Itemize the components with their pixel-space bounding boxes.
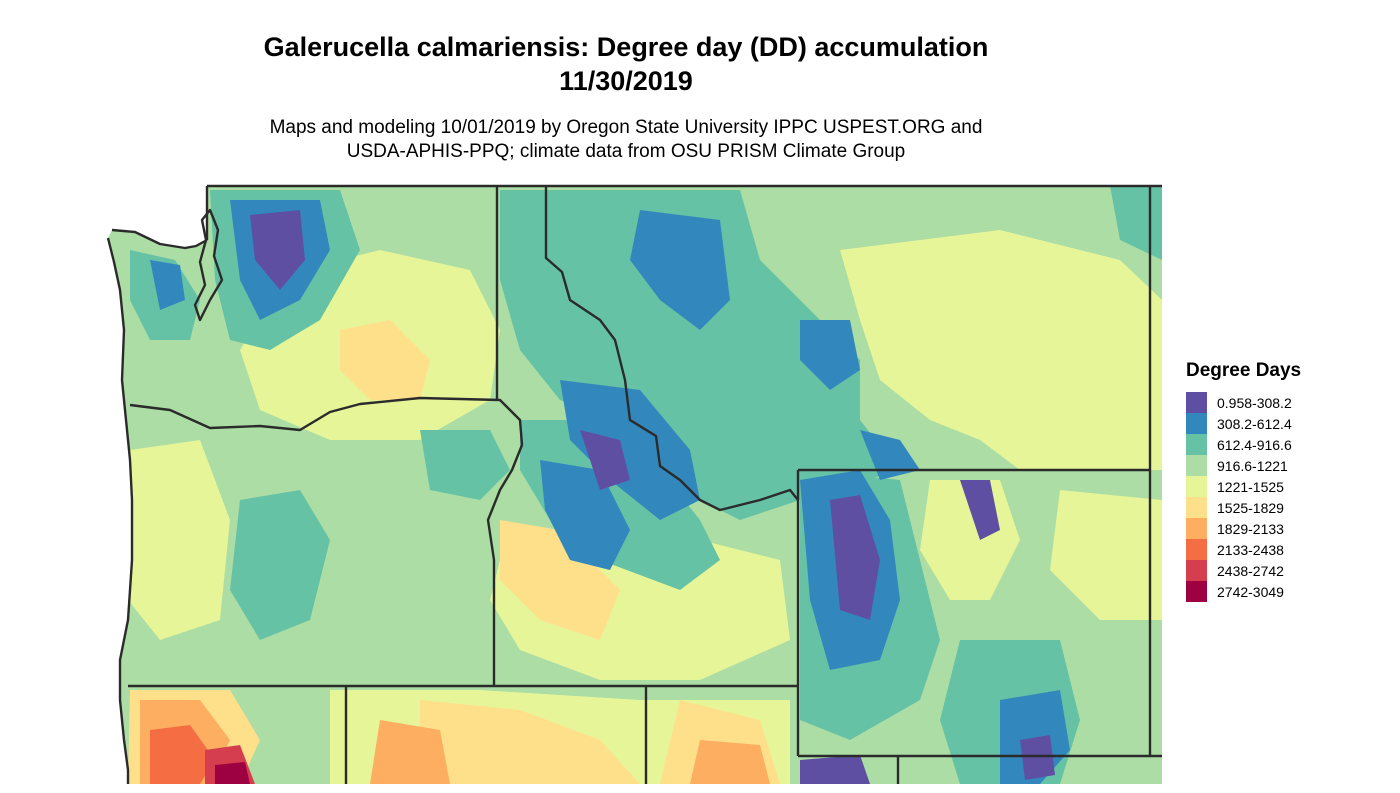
legend-item: 2742-3049 <box>1186 581 1301 602</box>
subtitle-line-2: USDA-APHIS-PPQ; climate data from OSU PR… <box>346 141 906 162</box>
legend-label: 2133-2438 <box>1217 541 1284 558</box>
legend-item: 308.2-612.4 <box>1186 413 1301 434</box>
dd-zone <box>420 700 640 784</box>
dd-zone <box>800 320 860 390</box>
id-mt-border <box>544 186 799 512</box>
legend-label: 916.6-1221 <box>1217 457 1288 474</box>
legend-item: 916.6-1221 <box>1186 455 1301 476</box>
legend-item: 2438-2742 <box>1186 560 1301 581</box>
dd-zone <box>215 762 250 784</box>
dd-zone <box>500 520 620 640</box>
legend-swatch <box>1186 560 1207 581</box>
dd-zone <box>128 440 230 640</box>
title-line-2: 11/30/2019 <box>559 66 693 96</box>
legend-label: 612.4-916.6 <box>1217 436 1292 453</box>
legend-swatch <box>1186 434 1207 455</box>
legend-label: 2742-3049 <box>1217 583 1284 600</box>
dd-zone <box>580 430 630 490</box>
legend-swatch <box>1186 392 1207 413</box>
dd-zone <box>520 420 720 590</box>
legend-item: 612.4-916.6 <box>1186 434 1301 455</box>
legend-label: 308.2-612.4 <box>1217 415 1292 432</box>
puget-sound-shoreline <box>193 208 224 322</box>
legend-label: 2438-2742 <box>1217 562 1284 579</box>
legend-swatch <box>1186 476 1207 497</box>
dd-zone <box>630 210 730 330</box>
dd-zone <box>500 190 900 520</box>
legend-item: 0.958-308.2 <box>1186 392 1301 413</box>
dd-zone <box>340 320 430 400</box>
dd-zone <box>830 495 880 620</box>
dd-zone <box>1020 735 1055 780</box>
dd-zone <box>150 260 185 310</box>
legend-label: 1829-2133 <box>1217 520 1284 537</box>
dd-zone <box>860 430 920 480</box>
wa-or-border <box>129 396 524 686</box>
legend-item: 1525-1829 <box>1186 497 1301 518</box>
legend-title: Degree Days <box>1186 360 1302 381</box>
map-title: Galerucella calmariensis: Degree day (DD… <box>176 30 1076 98</box>
dd-zone <box>690 740 770 784</box>
legend-swatch <box>1186 497 1207 518</box>
legend: Degree Days 0.958-308.2 308.2-612.4 612.4-… <box>1186 360 1301 602</box>
dd-zone <box>150 725 215 784</box>
dd-zone <box>370 720 450 784</box>
legend-label: 1221-1525 <box>1217 478 1284 495</box>
subtitle-line-1: Maps and modeling 10/01/2019 by Oregon S… <box>269 117 983 138</box>
dd-zone <box>800 755 870 784</box>
dd-zone <box>230 490 330 640</box>
legend-label: 0.958-308.2 <box>1217 394 1292 411</box>
dd-zone <box>560 380 700 520</box>
dd-zone <box>250 210 305 290</box>
legend-swatch <box>1186 518 1207 539</box>
map-subtitle: Maps and modeling 10/01/2019 by Oregon S… <box>176 116 1076 164</box>
legend-swatch <box>1186 413 1207 434</box>
dd-zone <box>420 430 510 500</box>
legend-swatch <box>1186 581 1207 602</box>
dd-zone <box>840 230 1162 470</box>
legend-swatch <box>1186 539 1207 560</box>
title-line-1: Galerucella calmariensis: Degree day (DD… <box>263 32 989 62</box>
raster-layer <box>108 186 1162 784</box>
dd-zone <box>1050 490 1162 620</box>
legend-item: 2133-2438 <box>1186 539 1301 560</box>
legend-items: 0.958-308.2 308.2-612.4 612.4-916.6 916.6-1… <box>1186 392 1301 602</box>
legend-item: 1221-1525 <box>1186 476 1301 497</box>
legend-item: 1829-2133 <box>1186 518 1301 539</box>
dd-zone <box>960 480 1000 540</box>
boundary-layer <box>106 184 1162 784</box>
legend-swatch <box>1186 455 1207 476</box>
legend-label: 1525-1829 <box>1217 499 1284 516</box>
